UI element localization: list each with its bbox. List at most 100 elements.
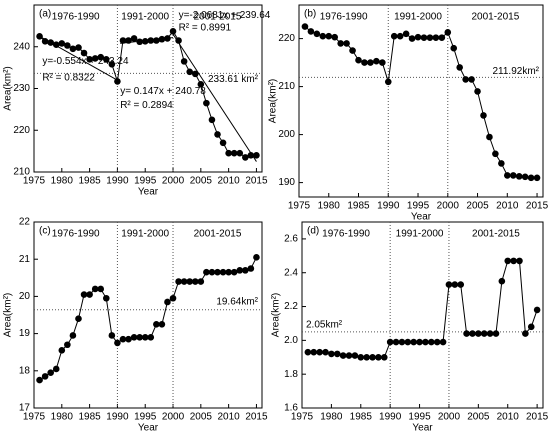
- data-point: [363, 353, 370, 361]
- data-point: [410, 338, 417, 346]
- y-tick-label: 21: [19, 254, 31, 265]
- data-point: [307, 28, 315, 35]
- data-point: [119, 335, 127, 343]
- plot-frame: [301, 221, 544, 409]
- data-point: [521, 173, 529, 181]
- x-tick-label: 2000: [438, 412, 461, 423]
- data-point: [91, 55, 99, 62]
- data-point: [175, 278, 182, 285]
- x-tick-label: 1995: [134, 412, 157, 423]
- data-point: [208, 116, 216, 124]
- data-point: [253, 152, 260, 159]
- data-point: [141, 38, 149, 45]
- data-point: [451, 281, 459, 288]
- x-tick-label: 1980: [51, 176, 74, 187]
- period-label: 1991-2000: [396, 229, 444, 240]
- data-point: [102, 55, 110, 63]
- reference-label: 211.92km²: [492, 66, 539, 77]
- data-point: [225, 268, 232, 276]
- plot-frame: [33, 221, 263, 409]
- data-point: [125, 335, 132, 343]
- data-point: [91, 285, 99, 293]
- data-point: [375, 353, 382, 361]
- x-axis-title: Year: [411, 212, 432, 223]
- x-tick-label: 1975: [23, 412, 46, 423]
- data-point: [313, 30, 321, 38]
- data-point: [492, 150, 499, 158]
- data-point: [503, 172, 511, 179]
- data-point: [114, 339, 121, 347]
- data-point: [392, 338, 400, 346]
- series-line: [304, 26, 538, 179]
- data-point: [41, 38, 49, 45]
- x-tick-label: 1990: [379, 412, 402, 423]
- annotation: R² = 0.8322: [42, 73, 95, 84]
- y-axis-title: Area(km²): [271, 293, 282, 337]
- data-point: [253, 254, 260, 261]
- data-point: [310, 348, 318, 356]
- y-tick-label: 240: [13, 41, 30, 52]
- data-point: [492, 330, 500, 337]
- x-tick-label: 2010: [218, 176, 241, 187]
- data-point: [147, 334, 155, 341]
- y-tick-label: 220: [13, 125, 30, 136]
- data-point: [147, 37, 155, 44]
- period-label: 1976-1990: [322, 229, 370, 240]
- period-label: 1991-2000: [121, 229, 169, 240]
- y-tick-label: 19: [19, 328, 31, 339]
- data-point: [304, 348, 312, 356]
- data-point: [433, 338, 441, 346]
- x-axis-title: Year: [138, 187, 159, 198]
- panel-label: (b): [304, 9, 316, 20]
- y-tick-label: 230: [13, 83, 30, 94]
- data-point: [316, 348, 323, 356]
- x-tick-label: 1995: [407, 201, 430, 212]
- data-point: [225, 149, 232, 157]
- data-point: [337, 40, 344, 47]
- data-point: [379, 59, 386, 66]
- x-tick-label: 2010: [496, 201, 519, 212]
- data-point: [510, 257, 517, 265]
- y-axis-title: Area(km²): [268, 79, 279, 123]
- y-tick-label: 220: [278, 33, 295, 44]
- data-point: [191, 278, 199, 285]
- data-point: [130, 35, 138, 42]
- data-point: [361, 59, 368, 66]
- data-point: [450, 44, 458, 52]
- reference-label: 2.05km²: [306, 320, 343, 331]
- data-point: [136, 38, 143, 46]
- y-tick-label: 1.6: [284, 403, 298, 414]
- annotation: y=-2.0681x + 239.64: [179, 10, 271, 21]
- data-point: [247, 265, 255, 272]
- data-point: [41, 373, 49, 380]
- y-tick-label: 2.0: [284, 335, 298, 346]
- x-tick-label: 2000: [437, 201, 460, 212]
- data-point: [398, 338, 406, 346]
- data-point: [390, 32, 398, 40]
- annotation: y=-0.554x + 243.24: [42, 56, 129, 67]
- data-point: [169, 294, 177, 302]
- x-tick-label: 2000: [162, 176, 185, 187]
- data-point: [64, 42, 71, 49]
- plot-frame: [298, 4, 544, 198]
- data-point: [169, 28, 177, 35]
- data-point: [136, 334, 143, 341]
- y-axis-title: Area(km²): [3, 293, 14, 337]
- x-tick-label: 2000: [162, 412, 185, 423]
- data-point: [186, 278, 194, 285]
- trend-line: [172, 33, 257, 162]
- data-point: [325, 32, 333, 40]
- reference-label: 19.64km²: [216, 296, 258, 307]
- data-point: [498, 277, 506, 285]
- data-point: [58, 40, 66, 47]
- data-point: [47, 39, 54, 46]
- data-point: [439, 338, 447, 346]
- data-point: [509, 172, 517, 179]
- data-point: [236, 149, 244, 157]
- data-point: [219, 268, 227, 276]
- data-point: [420, 34, 428, 41]
- data-point: [386, 338, 394, 346]
- data-point: [80, 291, 88, 298]
- y-axis-title: Area(km²): [3, 66, 14, 110]
- series-line: [39, 257, 257, 381]
